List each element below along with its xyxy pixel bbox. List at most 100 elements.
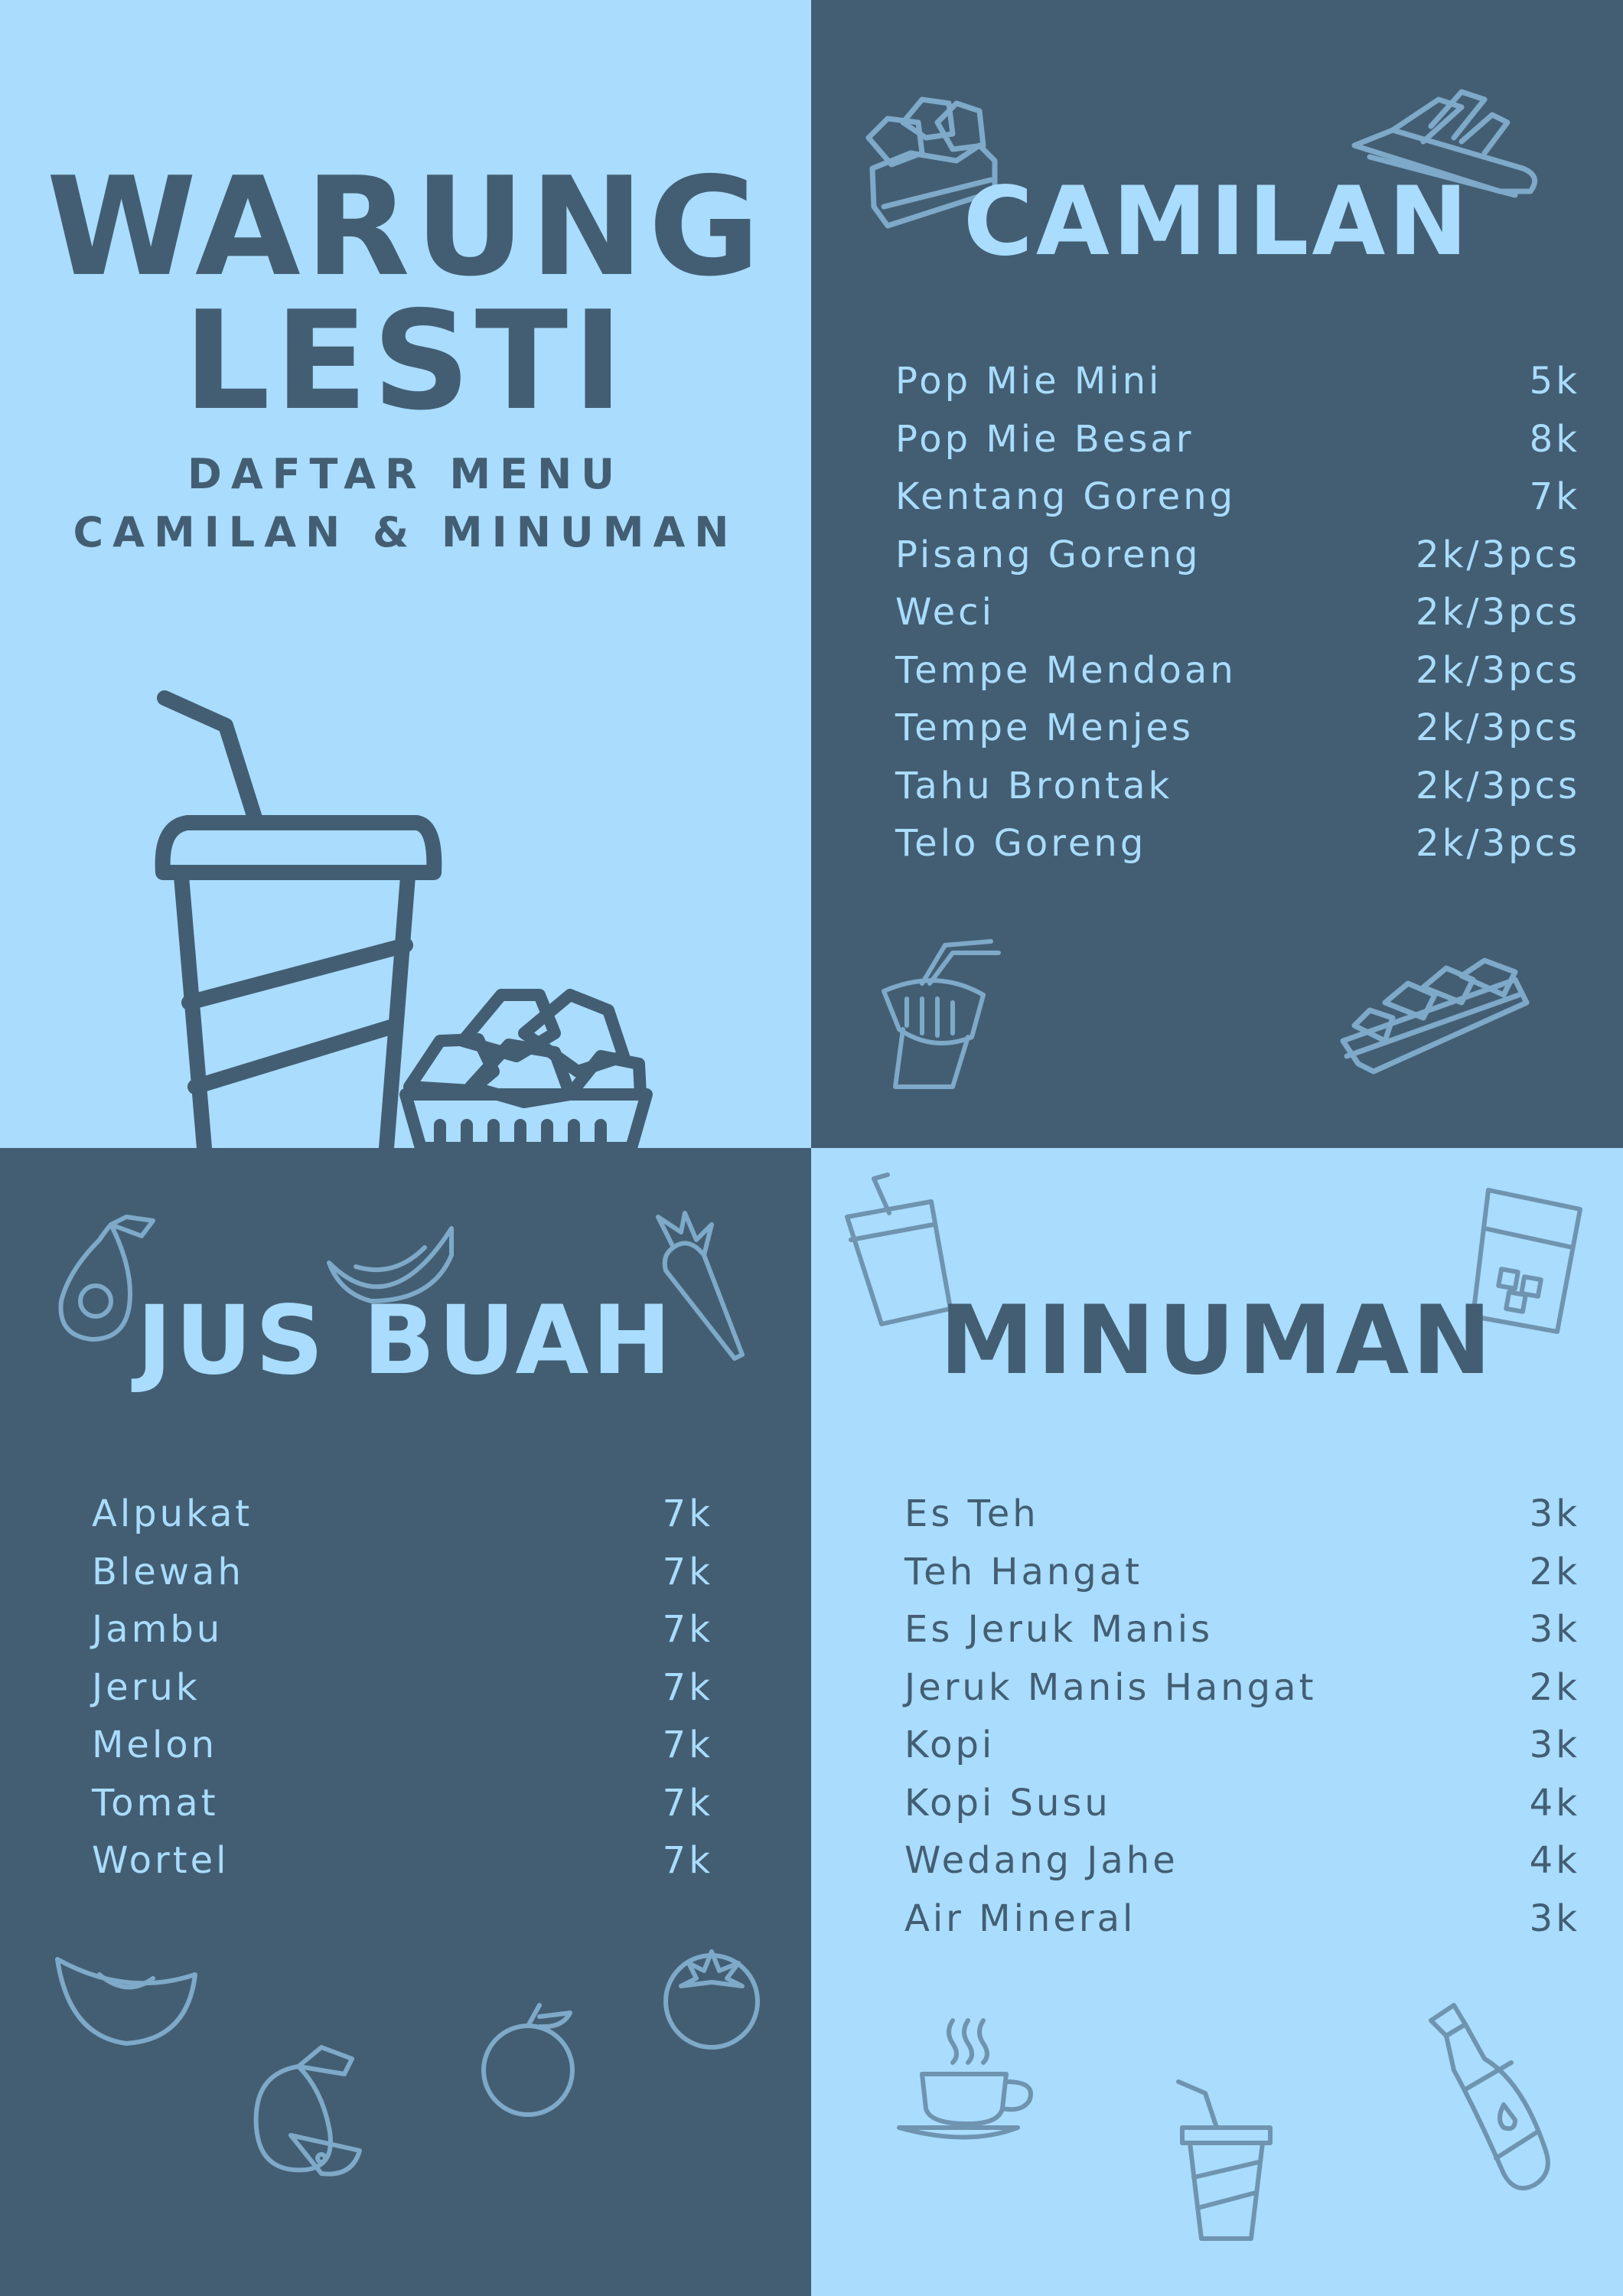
item-price: 7k	[662, 1608, 713, 1651]
item-price: 3k	[1529, 1492, 1580, 1535]
title-panel: WARUNG LESTI DAFTAR MENU CAMILAN & MINUM…	[0, 0, 811, 1148]
list-item: Teh Hangat 2k	[904, 1551, 1580, 1609]
item-price: 8k	[1529, 417, 1580, 461]
item-price: 2k/3pcs	[1416, 822, 1580, 865]
item-price: 7k	[662, 1492, 713, 1535]
item-name: Kentang Goreng	[895, 475, 1237, 518]
coffee-cup-icon	[897, 2018, 1033, 2140]
carrot-icon	[656, 1211, 745, 1361]
bottle-icon	[1429, 2003, 1550, 2190]
camilan-menu: Pop Mie Mini 5k Pop Mie Besar 8k Kentang G…	[895, 360, 1580, 880]
list-item: Jeruk Manis Hangat 2k	[904, 1666, 1580, 1724]
list-item: Tomat 7k	[92, 1782, 713, 1840]
tomato-icon	[663, 1949, 760, 2050]
cup-with-straw-icon	[1176, 2079, 1273, 2241]
item-price: 2k/3pcs	[1416, 648, 1580, 692]
item-name: Tempe Mendoan	[895, 648, 1237, 692]
title-line-2: LESTI	[183, 282, 628, 440]
jus-buah-menu: Alpukat 7k Blewah 7k Jambu 7k Jeruk 7k Melon…	[92, 1492, 713, 1897]
item-price: 7k	[1529, 475, 1580, 518]
item-name: Blewah	[92, 1550, 244, 1593]
subtitle-line-1: DAFTAR MENU	[187, 450, 624, 498]
item-name: Tahu Brontak	[895, 764, 1173, 807]
item-name: Es Jeruk Manis	[904, 1608, 1214, 1651]
item-price: 2k	[1529, 1550, 1580, 1593]
item-price: 5k	[1529, 360, 1580, 403]
list-item: Jeruk 7k	[92, 1666, 713, 1724]
list-item: Weci 2k/3pcs	[895, 591, 1580, 649]
item-name: Tempe Menjes	[895, 706, 1194, 749]
camilan-heading: CAMILAN	[963, 167, 1471, 277]
item-name: Melon	[92, 1724, 218, 1766]
minuman-menu: Es Teh 3k Teh Hangat 2k Es Jeruk Manis 3k J…	[904, 1492, 1580, 1955]
fried-snacks-icon	[399, 989, 653, 1148]
list-item: Pisang Goreng 2k/3pcs	[895, 533, 1580, 592]
list-item: Blewah 7k	[92, 1551, 713, 1609]
melon-slice-icon	[55, 1957, 197, 2046]
list-item: Tahu Brontak 2k/3pcs	[895, 765, 1580, 823]
jus-buah-panel: JUS BUAH Alpukat 7k Blewah 7k Jambu 7k Jeru…	[0, 1148, 811, 2296]
item-name: Es Teh	[904, 1492, 1039, 1535]
list-item: Tempe Menjes 2k/3pcs	[895, 706, 1580, 765]
avocado-icon	[58, 1215, 155, 1342]
fried-snacks-icon	[1340, 957, 1530, 1075]
iced-glass-icon	[1471, 1188, 1582, 1334]
item-price: 2k	[1529, 1665, 1580, 1709]
list-item: Tempe Mendoan 2k/3pcs	[895, 649, 1580, 707]
item-name: Tomat	[92, 1781, 219, 1825]
orange-icon	[481, 2003, 575, 2117]
list-item: Alpukat 7k	[92, 1492, 713, 1551]
item-price: 7k	[662, 1781, 713, 1825]
item-name: Alpukat	[92, 1492, 253, 1535]
item-price: 7k	[662, 1550, 713, 1593]
item-name: Wortel	[92, 1839, 230, 1882]
list-item: Wedang Jahe 4k	[904, 1839, 1580, 1897]
list-item: Jambu 7k	[92, 1608, 713, 1666]
list-item: Kopi Susu 4k	[904, 1782, 1580, 1840]
subtitle-line-2: CAMILAN & MINUMAN	[73, 508, 738, 556]
cup-with-straw-icon	[155, 690, 442, 1148]
item-price: 2k/3pcs	[1416, 706, 1580, 749]
item-name: Jeruk Manis Hangat	[904, 1665, 1317, 1709]
list-item: Air Mineral 3k	[904, 1897, 1580, 1955]
iced-glass-icon	[845, 1172, 953, 1326]
item-price: 4k	[1529, 1781, 1580, 1825]
item-name: Air Mineral	[904, 1896, 1136, 1940]
item-price: 7k	[662, 1724, 713, 1766]
item-name: Kopi Susu	[904, 1781, 1111, 1825]
list-item: Kentang Goreng 7k	[895, 475, 1580, 533]
item-price: 2k/3pcs	[1416, 591, 1580, 634]
item-name: Jeruk	[92, 1665, 200, 1709]
list-item: Melon 7k	[92, 1724, 713, 1782]
item-price: 3k	[1529, 1608, 1580, 1651]
jus-buah-heading: JUS BUAH	[136, 1286, 675, 1396]
item-name: Pop Mie Mini	[895, 360, 1162, 403]
list-item: Kopi 3k	[904, 1724, 1580, 1782]
list-item: Telo Goreng 2k/3pcs	[895, 822, 1580, 880]
list-item: Pop Mie Besar 8k	[895, 418, 1580, 476]
noodle-cup-icon	[882, 939, 1001, 1089]
melon-slice-icon	[327, 1226, 454, 1303]
fries-icon	[1351, 89, 1538, 198]
item-name: Jambu	[92, 1608, 223, 1651]
item-price: 2k/3pcs	[1416, 533, 1580, 576]
item-price: 3k	[1529, 1724, 1580, 1766]
list-item: Pop Mie Mini 5k	[895, 360, 1580, 418]
item-name: Weci	[895, 591, 995, 634]
item-name: Teh Hangat	[904, 1550, 1143, 1593]
guava-icon	[253, 2045, 362, 2177]
list-item: Es Jeruk Manis 3k	[904, 1608, 1580, 1666]
item-name: Telo Goreng	[895, 822, 1147, 865]
title-line-1: WARUNG	[46, 148, 765, 306]
item-name: Wedang Jahe	[904, 1839, 1178, 1882]
list-item: Wortel 7k	[92, 1839, 713, 1897]
item-price: 7k	[662, 1839, 713, 1882]
item-name: Pop Mie Besar	[895, 417, 1194, 461]
list-item: Es Teh 3k	[904, 1492, 1580, 1551]
item-name: Pisang Goreng	[895, 533, 1201, 576]
item-name: Kopi	[904, 1724, 996, 1766]
item-price: 3k	[1529, 1896, 1580, 1940]
item-price: 4k	[1529, 1839, 1580, 1882]
item-price: 7k	[662, 1665, 713, 1709]
item-price: 2k/3pcs	[1416, 764, 1580, 807]
